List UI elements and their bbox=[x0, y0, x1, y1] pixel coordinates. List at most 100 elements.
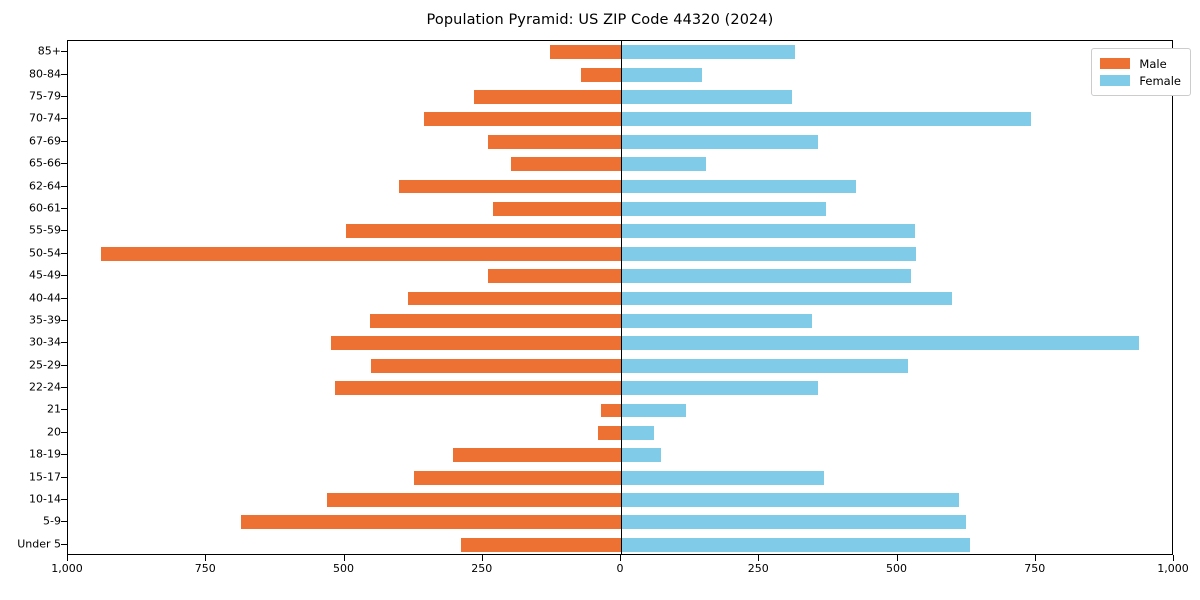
y-axis-tick-label: 62-64 bbox=[29, 179, 61, 193]
x-axis-tick-label: 750 bbox=[1024, 562, 1046, 575]
bar-male bbox=[327, 493, 621, 507]
y-axis-tick-label: 50-54 bbox=[29, 246, 61, 260]
y-axis-tick-mark bbox=[61, 95, 67, 97]
bar-row bbox=[68, 515, 1172, 530]
bar-male bbox=[510, 157, 621, 172]
bar-row bbox=[68, 224, 1172, 239]
bar-female bbox=[621, 313, 813, 328]
y-axis-tick-label: 18-19 bbox=[29, 447, 61, 461]
bar-male bbox=[601, 403, 621, 418]
legend-label-male: Male bbox=[1139, 56, 1167, 71]
bar-row bbox=[68, 67, 1172, 82]
bar-male bbox=[581, 67, 621, 82]
y-axis-tick-label: 85+ bbox=[37, 44, 61, 58]
legend-swatch-female-icon bbox=[1100, 75, 1131, 86]
x-axis-tick-mark bbox=[205, 555, 207, 561]
x-axis-tick-label: 500 bbox=[886, 562, 907, 575]
bar-female bbox=[621, 269, 912, 284]
bar-female bbox=[621, 537, 971, 552]
x-axis-tick-mark bbox=[1034, 555, 1036, 561]
bar-male bbox=[598, 425, 621, 440]
bar-male bbox=[424, 112, 621, 127]
bar-male bbox=[335, 381, 621, 395]
y-axis-tick-label: 67-69 bbox=[29, 134, 61, 148]
x-axis-tick-label: 0 bbox=[616, 562, 624, 575]
bar-row bbox=[68, 448, 1172, 463]
x-axis-tick-label: 1,000 bbox=[1157, 562, 1189, 575]
bar-male bbox=[461, 537, 621, 552]
plot-area bbox=[67, 40, 1173, 555]
y-axis-tick-label: 21 bbox=[47, 402, 61, 416]
x-axis-tick-label: 250 bbox=[471, 562, 493, 575]
bar-female bbox=[621, 157, 707, 172]
y-axis-tick-label: 10-14 bbox=[29, 492, 61, 506]
bar-female bbox=[621, 493, 960, 507]
bar-male bbox=[550, 45, 621, 60]
y-axis-tick-mark bbox=[61, 230, 67, 232]
y-axis-tick-mark bbox=[61, 297, 67, 299]
bar-female bbox=[621, 403, 687, 418]
bar-female bbox=[621, 291, 952, 306]
bar-male bbox=[493, 201, 621, 216]
bar-female bbox=[621, 45, 796, 60]
bar-row bbox=[68, 470, 1172, 485]
bar-female bbox=[621, 336, 1140, 351]
y-axis-tick-mark bbox=[61, 51, 67, 53]
y-axis-tick-mark bbox=[61, 118, 67, 120]
chart-legend: Male Female bbox=[1091, 48, 1191, 96]
x-axis-tick-label: 1,000 bbox=[51, 562, 83, 575]
y-axis-tick-label: 55-59 bbox=[29, 223, 61, 237]
x-axis-tick-mark bbox=[758, 555, 760, 561]
bar-row bbox=[68, 358, 1172, 373]
legend-label-female: Female bbox=[1139, 73, 1181, 88]
bar-male bbox=[473, 90, 621, 104]
y-axis-tick-mark bbox=[61, 387, 67, 389]
y-axis-tick-mark bbox=[61, 364, 67, 366]
y-axis-tick-label: 70-74 bbox=[29, 111, 61, 125]
x-axis-tick-label: 750 bbox=[194, 562, 216, 575]
bar-male bbox=[241, 515, 621, 530]
legend-item-male[interactable]: Male bbox=[1100, 55, 1181, 72]
bar-female bbox=[621, 381, 818, 395]
y-axis-tick-label: 5-9 bbox=[43, 514, 61, 528]
y-axis-tick-label: Under 5 bbox=[17, 537, 61, 551]
y-axis-tick-mark bbox=[61, 319, 67, 321]
bar-male bbox=[331, 336, 621, 351]
bar-female bbox=[621, 470, 824, 485]
bar-female bbox=[621, 134, 818, 149]
bar-female bbox=[621, 201, 827, 216]
bar-male bbox=[488, 134, 621, 149]
legend-item-female[interactable]: Female bbox=[1100, 72, 1181, 89]
bar-male bbox=[408, 291, 621, 306]
y-axis-tick-mark bbox=[61, 275, 67, 277]
zero-axis-line bbox=[621, 41, 622, 554]
bar-male bbox=[414, 470, 621, 485]
x-axis-tick-mark bbox=[343, 555, 345, 561]
bar-male bbox=[487, 269, 621, 284]
bar-row bbox=[68, 90, 1172, 104]
bar-female bbox=[621, 425, 654, 440]
y-axis-tick-label: 20 bbox=[47, 425, 61, 439]
bar-row bbox=[68, 45, 1172, 60]
y-axis-tick-mark bbox=[61, 499, 67, 501]
y-axis-tick-mark bbox=[61, 476, 67, 478]
x-axis-tick-mark bbox=[67, 555, 68, 561]
y-axis-tick-label: 25-29 bbox=[29, 358, 61, 372]
bar-row bbox=[68, 134, 1172, 149]
bar-male bbox=[453, 448, 621, 463]
y-axis-tick-label: 80-84 bbox=[29, 67, 61, 81]
x-axis-tick-mark bbox=[896, 555, 898, 561]
y-axis-tick-label: 30-34 bbox=[29, 335, 61, 349]
y-axis-tick-label: 40-44 bbox=[29, 291, 61, 304]
y-axis-tick-label: 35-39 bbox=[29, 313, 61, 327]
bar-row bbox=[68, 179, 1172, 194]
bar-row bbox=[68, 112, 1172, 127]
y-axis-tick-mark bbox=[61, 521, 67, 523]
bar-male bbox=[369, 313, 621, 328]
bar-male bbox=[371, 358, 621, 373]
bar-female bbox=[621, 112, 1032, 127]
bar-row bbox=[68, 403, 1172, 418]
y-axis-tick-mark bbox=[61, 73, 67, 75]
bar-row bbox=[68, 246, 1172, 261]
x-axis-tick-label: 250 bbox=[747, 562, 769, 575]
